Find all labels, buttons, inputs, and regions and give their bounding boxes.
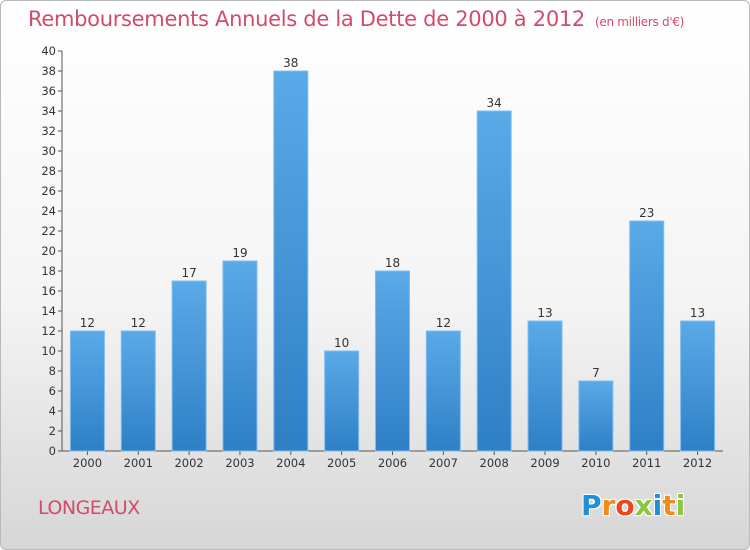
y-tick-label: 36 xyxy=(41,84,56,98)
bar xyxy=(629,220,665,452)
bar-value-label: 12 xyxy=(131,316,146,330)
bar xyxy=(222,260,258,452)
y-tick-label: 8 xyxy=(49,364,56,378)
data-labels: 12 12 17 19 38 10 18 12 34 13 7 23 13 xyxy=(80,56,705,380)
y-tick-label: 10 xyxy=(41,344,56,358)
bar-value-label: 17 xyxy=(181,266,196,280)
x-tick-label: 2004 xyxy=(276,456,305,470)
logo-letter: o xyxy=(615,489,635,522)
y-tick-label: 18 xyxy=(41,264,56,278)
x-tick-label: 2009 xyxy=(530,456,559,470)
bar xyxy=(425,330,461,452)
bar-value-label: 12 xyxy=(80,316,95,330)
x-tick-label: 2002 xyxy=(174,456,203,470)
bar-value-label: 23 xyxy=(639,206,654,220)
bar xyxy=(578,380,614,452)
logo-letter: r xyxy=(601,489,616,522)
y-tick-label: 28 xyxy=(41,164,56,178)
bar-value-label: 19 xyxy=(232,246,247,260)
bar xyxy=(375,270,410,452)
y-tick-label: 38 xyxy=(41,64,56,78)
bar-value-label: 18 xyxy=(385,256,400,270)
chart-unit: (en milliers d'€) xyxy=(595,15,685,29)
city-name: LONGEAUX xyxy=(38,497,140,519)
y-tick-label: 22 xyxy=(41,224,56,238)
y-tick-label: 24 xyxy=(41,204,56,218)
y-tick-label: 4 xyxy=(49,404,56,418)
y-tick-label: 30 xyxy=(41,144,56,158)
proxiti-logo[interactable]: Proxiti xyxy=(581,489,685,522)
axes: 0246810121416182022242628303234363840200… xyxy=(41,44,723,470)
bar-value-label: 38 xyxy=(283,56,298,70)
y-tick-label: 0 xyxy=(49,444,56,458)
bar-value-label: 7 xyxy=(592,366,600,380)
logo-letter: P xyxy=(581,489,602,522)
chart-title: Remboursements Annuels de la Dette de 20… xyxy=(28,7,684,31)
bar xyxy=(69,330,105,452)
bar xyxy=(476,110,512,452)
y-tick-label: 34 xyxy=(41,104,56,118)
x-tick-label: 2001 xyxy=(124,456,153,470)
bar xyxy=(120,330,156,452)
y-tick-label: 2 xyxy=(49,424,56,438)
logo-letter: t xyxy=(662,489,676,522)
x-tick-label: 2010 xyxy=(581,456,610,470)
x-tick-label: 2000 xyxy=(73,456,102,470)
y-tick-label: 26 xyxy=(41,184,56,198)
bar xyxy=(324,350,360,452)
bar-value-label: 10 xyxy=(334,336,349,350)
bar-value-label: 34 xyxy=(487,96,502,110)
x-tick-label: 2006 xyxy=(378,456,407,470)
bar-value-label: 12 xyxy=(436,316,451,330)
x-tick-label: 2011 xyxy=(632,456,661,470)
x-tick-label: 2008 xyxy=(480,456,509,470)
logo-letter: i xyxy=(652,489,663,522)
y-tick-label: 12 xyxy=(41,324,56,338)
x-tick-label: 2007 xyxy=(429,456,458,470)
y-tick-label: 32 xyxy=(41,124,56,138)
y-tick-label: 6 xyxy=(49,384,56,398)
y-tick-label: 14 xyxy=(41,304,56,318)
bar xyxy=(527,320,563,452)
x-tick-label: 2003 xyxy=(225,456,254,470)
y-tick-label: 16 xyxy=(41,284,56,298)
bar-value-label: 13 xyxy=(537,306,552,320)
bar xyxy=(273,70,309,452)
bar-value-label: 13 xyxy=(690,306,705,320)
y-tick-label: 40 xyxy=(41,44,56,58)
logo-letter: i xyxy=(675,489,686,522)
y-tick-label: 20 xyxy=(41,244,56,258)
x-tick-label: 2012 xyxy=(683,456,712,470)
chart-title-text: Remboursements Annuels de la Dette de 20… xyxy=(28,7,585,31)
logo-letter: x xyxy=(634,489,653,522)
x-tick-label: 2005 xyxy=(327,456,356,470)
bar xyxy=(171,280,207,452)
bar xyxy=(680,320,716,452)
bars xyxy=(69,70,716,452)
